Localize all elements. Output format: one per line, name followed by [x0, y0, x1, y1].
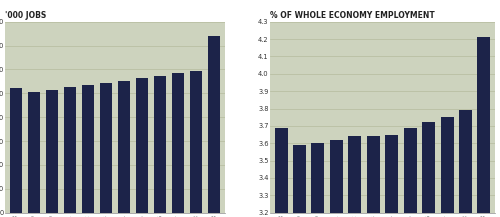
- Bar: [440, 117, 454, 217]
- Bar: [100, 83, 112, 213]
- Bar: [154, 76, 166, 213]
- Text: '000 JOBS: '000 JOBS: [5, 11, 46, 20]
- Bar: [274, 128, 287, 217]
- Bar: [330, 140, 343, 217]
- Bar: [82, 85, 94, 213]
- Bar: [367, 136, 380, 217]
- Bar: [136, 78, 148, 213]
- Text: % OF WHOLE ECONOMY EMPLOYMENT: % OF WHOLE ECONOMY EMPLOYMENT: [270, 11, 435, 20]
- Bar: [46, 90, 58, 213]
- Bar: [293, 145, 306, 217]
- Bar: [118, 81, 130, 213]
- Bar: [190, 71, 202, 213]
- Bar: [172, 73, 184, 213]
- Bar: [386, 135, 398, 217]
- Bar: [64, 87, 76, 213]
- Bar: [422, 122, 435, 217]
- Bar: [478, 37, 490, 217]
- Bar: [459, 110, 472, 217]
- Bar: [28, 92, 40, 213]
- Bar: [404, 128, 416, 217]
- Bar: [312, 143, 324, 217]
- Bar: [208, 36, 220, 213]
- Bar: [348, 136, 362, 217]
- Bar: [10, 88, 22, 213]
